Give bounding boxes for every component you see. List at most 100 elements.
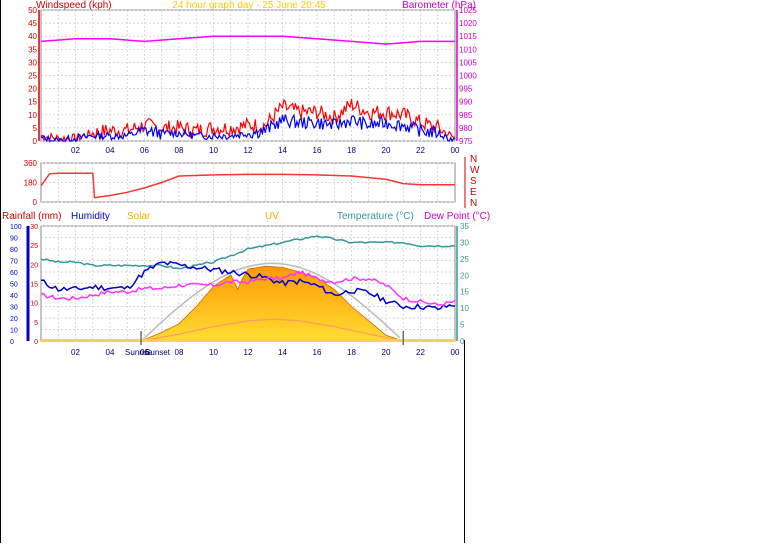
wind-pressure-panel: 0510152025303540455097598098599099510001… (28, 6, 477, 155)
barometer-y-tick-label: 975 (459, 137, 473, 146)
barometer-y-tick-label: 1005 (459, 58, 477, 67)
legend-label: Humidity (71, 211, 110, 222)
rain-y-tick-label: 5 (34, 320, 38, 327)
wind-x-tick-label: 10 (209, 146, 218, 155)
direction-y-tick-label: 180 (24, 179, 38, 188)
wind-x-tick-label: 08 (175, 146, 184, 155)
climate-x-tick-label: 02 (71, 348, 80, 357)
humidity-y-tick-label: 80 (10, 247, 18, 254)
temperature-y-tick-label: 25 (460, 255, 469, 264)
direction-y-tick-label: 0 (33, 198, 38, 207)
legend-label: Solar (127, 211, 151, 222)
wind-average-line (40, 113, 456, 143)
humidity-y-tick-label: 90 (10, 236, 18, 243)
wind-x-tick-label: 06 (140, 146, 149, 155)
wind-x-tick-label: 12 (244, 146, 253, 155)
compass-label: E (470, 187, 477, 198)
rainfall-bar (41, 339, 455, 342)
climate-x-tick-label: 16 (313, 348, 322, 357)
wind-x-tick-label: 14 (278, 146, 287, 155)
temperature-y-tick-label: 35 (460, 222, 469, 231)
temperature-line (40, 235, 456, 270)
wind-x-tick-label: 20 (382, 146, 391, 155)
uv-line (140, 318, 404, 342)
climate-x-tick-label: 12 (244, 348, 253, 357)
climate-x-tick-label: 06 (140, 348, 149, 357)
wind-x-tick-label: 22 (416, 146, 425, 155)
temp-humidity-panel: 0102030405060708090100051015202530051015… (2, 211, 490, 357)
wind-y-tick-label: 0 (33, 137, 38, 146)
wind-y-tick-label: 50 (28, 6, 37, 15)
humidity-y-tick-label: 40 (10, 293, 18, 300)
humidity-y-tick-label: 60 (10, 270, 18, 277)
wind-y-tick-label: 20 (28, 85, 37, 94)
temperature-y-tick-label: 5 (460, 321, 465, 330)
wind-y-tick-label: 35 (28, 45, 37, 54)
humidity-y-tick-label: 20 (10, 316, 18, 323)
temperature-y-tick-label: 30 (460, 238, 469, 247)
wind-x-tick-label: 02 (71, 146, 80, 155)
frame-right-border (464, 340, 465, 543)
temperature-y-tick-label: 0 (460, 337, 465, 346)
climate-x-tick-label: 10 (209, 348, 218, 357)
wind-y-tick-label: 30 (28, 58, 37, 67)
rain-y-tick-label: 30 (30, 224, 38, 231)
rain-y-tick-label: 25 (30, 243, 38, 250)
dewpoint-line (40, 270, 456, 307)
legend-label: UV (265, 211, 279, 222)
barometer-y-tick-label: 1010 (459, 45, 477, 54)
barometer-y-tick-label: 1025 (459, 6, 477, 15)
barometer-y-tick-label: 985 (459, 111, 473, 120)
barometer-title: Barometer (hPa) (402, 0, 476, 11)
wind-y-tick-label: 10 (28, 111, 37, 120)
barometer-y-tick-label: 990 (459, 98, 473, 107)
climate-x-tick-label: 20 (382, 348, 391, 357)
direction-y-tick-label: 360 (24, 159, 38, 168)
humidity-y-tick-label: 70 (10, 259, 18, 266)
climate-x-tick-label: 18 (347, 348, 356, 357)
compass-label: N (470, 198, 477, 209)
wind-y-tick-label: 15 (28, 98, 37, 107)
legend-label: Temperature (°C) (337, 211, 414, 222)
climate-x-tick-label: 00 (451, 348, 460, 357)
temperature-y-tick-label: 15 (460, 288, 469, 297)
humidity-line (40, 260, 456, 311)
frame-left-border (0, 0, 1, 543)
sunrise-label: Sunrise (125, 348, 153, 357)
sunset-label: Sunset (145, 348, 171, 357)
wind-x-tick-label: 16 (313, 146, 322, 155)
legend-label: Rainfall (mm) (2, 211, 61, 222)
temperature-y-tick-label: 10 (460, 304, 469, 313)
wind-y-tick-label: 5 (33, 124, 38, 133)
climate-x-tick-label: 08 (175, 348, 184, 357)
rain-y-tick-label: 20 (30, 262, 38, 269)
legend-label: Dew Point (°C) (424, 211, 490, 222)
wind-y-tick-label: 40 (28, 32, 37, 41)
barometer-y-tick-label: 980 (459, 124, 473, 133)
wind-x-tick-label: 04 (106, 146, 115, 155)
solar-max-arc (140, 262, 401, 342)
humidity-y-tick-label: 30 (10, 305, 18, 312)
solar-area (140, 265, 404, 342)
barometer-y-tick-label: 1000 (459, 72, 477, 81)
barometer-line (40, 35, 455, 45)
humidity-y-tick-label: 50 (10, 282, 18, 289)
climate-x-tick-label: 04 (106, 348, 115, 357)
compass-label: W (470, 165, 480, 176)
compass-label: S (470, 176, 477, 187)
wind-direction-line (40, 172, 455, 199)
wind-title: Windspeed (kph) (36, 0, 112, 11)
humidity-y-tick-label: 0 (10, 339, 14, 346)
humidity-y-tick-label: 100 (10, 224, 22, 231)
wind-x-tick-label: 18 (347, 146, 356, 155)
compass-label: N (470, 154, 477, 165)
wind-x-tick-label: 00 (451, 146, 460, 155)
wind-gust-line (40, 98, 455, 144)
wind-y-tick-label: 45 (28, 19, 37, 28)
barometer-y-tick-label: 1020 (459, 19, 477, 28)
barometer-y-tick-label: 995 (459, 85, 473, 94)
rain-y-tick-label: 15 (30, 282, 38, 289)
temperature-y-tick-label: 20 (460, 271, 469, 280)
